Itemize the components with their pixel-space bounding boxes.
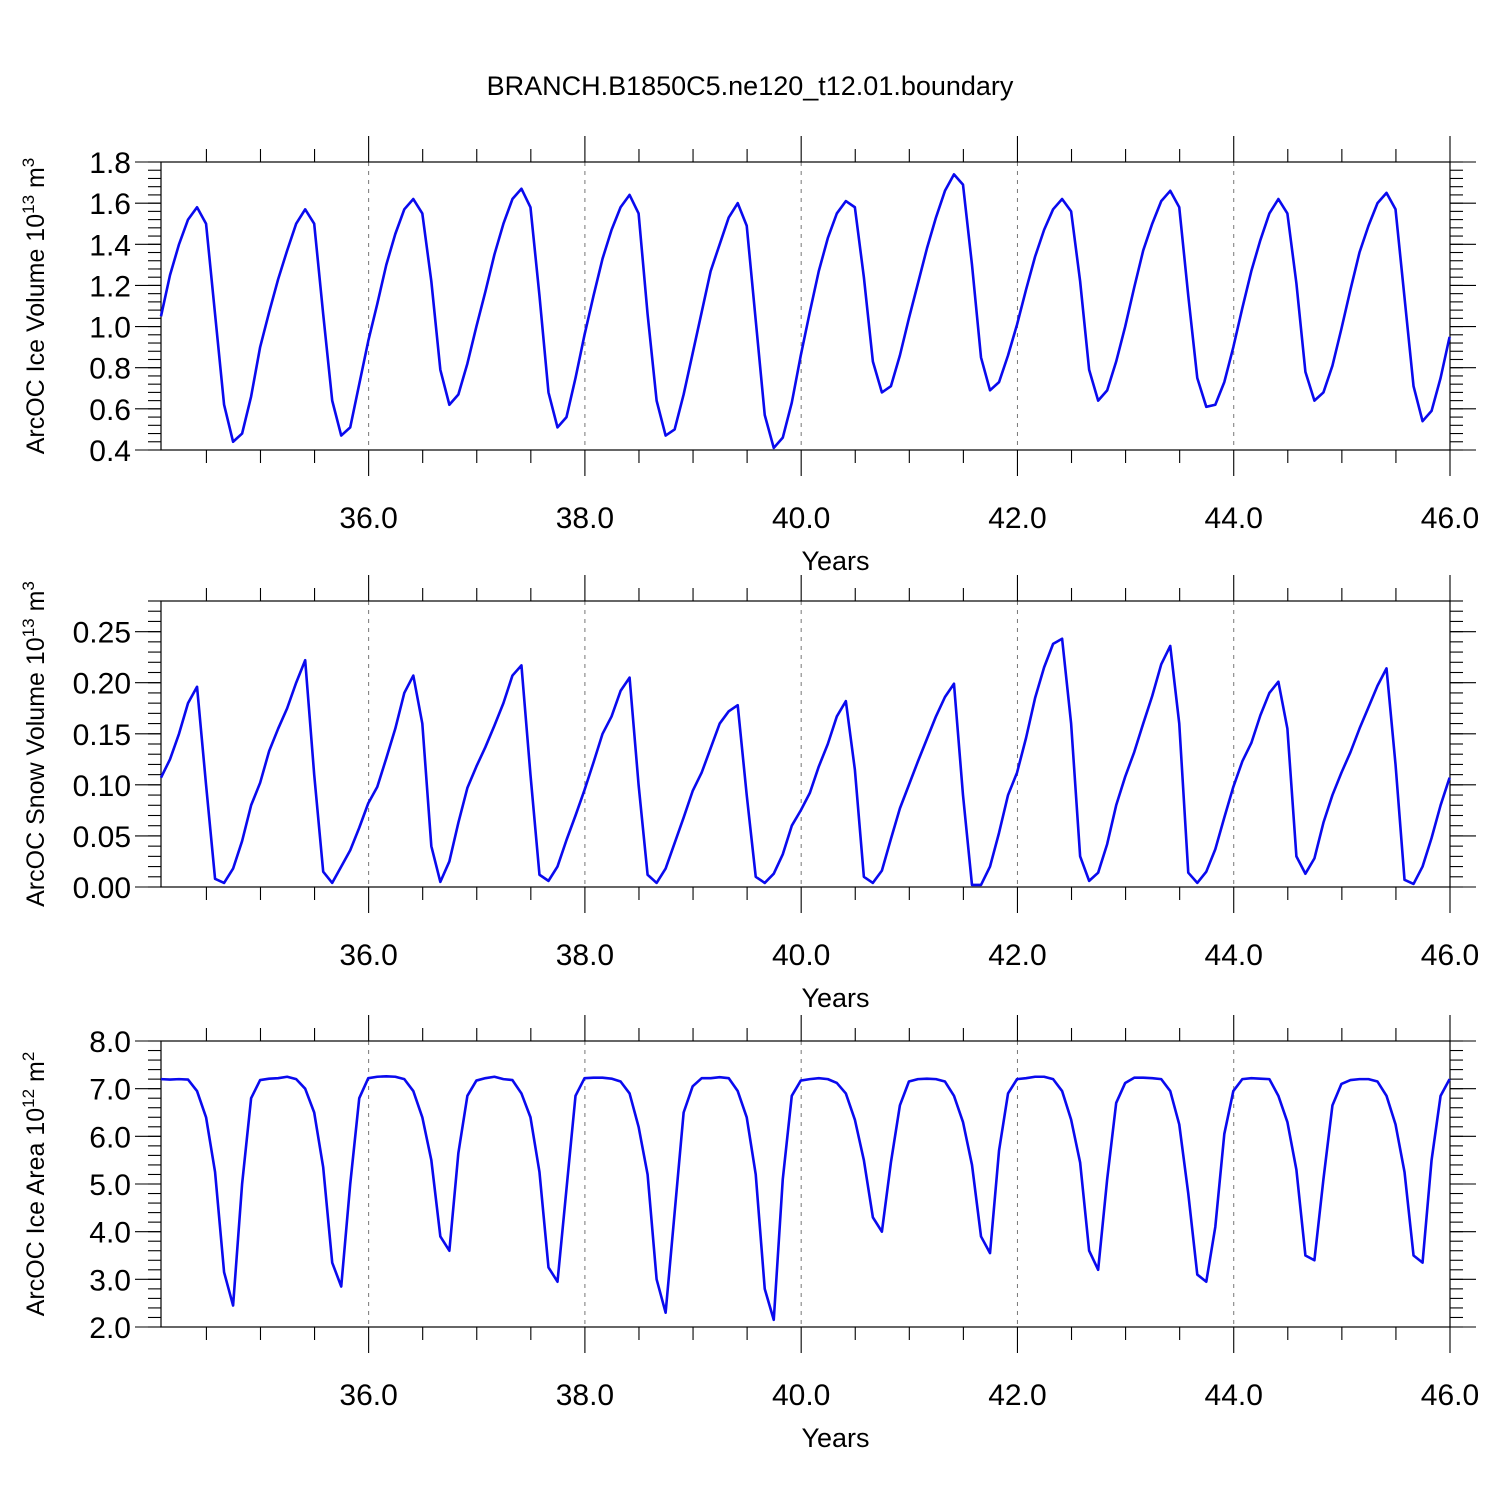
y-axis-label: ArcOC Ice Area 1012 m2: [19, 1052, 50, 1317]
panel-1: 36.0 38.0 40.0 42.0 44.0 46.0 Years 0.4 0.6 0.8 1.…: [19, 136, 1479, 576]
y-tick-label: 1.6: [89, 188, 131, 221]
figure-title: BRANCH.B1850C5.ne120_t12.01.boundary: [487, 71, 1014, 101]
series-line: [159, 173, 1451, 450]
x-tick-label: 46.0: [1421, 502, 1479, 535]
y-tick-label: 7.0: [89, 1074, 131, 1107]
x-tick-label: 38.0: [556, 939, 614, 972]
y-tick-label: 0.15: [73, 719, 131, 752]
x-tick-label: 38.0: [556, 502, 614, 535]
y-axis-label: ArcOC Snow Volume 1013 m3: [19, 581, 50, 907]
y-tick-label: 0.05: [73, 821, 131, 854]
x-axis-label: Years: [801, 1423, 869, 1453]
y-tick-label: 0.4: [89, 435, 131, 468]
y-tick-label: 1.4: [89, 229, 131, 262]
series-line: [159, 637, 1451, 887]
y-tick-label: 1.8: [89, 147, 131, 180]
x-tick-label: 46.0: [1421, 939, 1479, 972]
plot-frame: [160, 1040, 1451, 1328]
panel-3: 36.0 38.0 40.0 42.0 44.0 46.0 Years 2.0 3.0 4.0 5.…: [19, 1015, 1479, 1453]
x-tick-label: 40.0: [772, 502, 830, 535]
x-tick-label: 44.0: [1205, 502, 1263, 535]
y-tick-label: 0.20: [73, 668, 131, 701]
y-tick-label: 0.8: [89, 353, 131, 386]
y-tick-label: 0.00: [73, 872, 131, 905]
plot-frame: [160, 600, 1451, 888]
plot-frame: [160, 161, 1451, 451]
x-tick-label: 36.0: [339, 502, 397, 535]
y-axis-label: ArcOC Ice Volume 1013 m3: [19, 158, 50, 455]
y-tick-label: 1.0: [89, 312, 131, 345]
x-tick-label: 44.0: [1205, 1379, 1263, 1412]
y-tick-label: 2.0: [89, 1312, 131, 1345]
x-tick-label: 40.0: [772, 939, 830, 972]
x-tick-label: 44.0: [1205, 939, 1263, 972]
x-tick-label: 36.0: [339, 1379, 397, 1412]
panels: 36.0 38.0 40.0 42.0 44.0 46.0 Years 0.4 0.6 0.8 1.…: [19, 136, 1479, 1453]
x-tick-label: 42.0: [988, 939, 1046, 972]
x-tick-label: 38.0: [556, 1379, 614, 1412]
x-tick-label: 40.0: [772, 1379, 830, 1412]
y-tick-label: 0.25: [73, 617, 131, 650]
y-tick-label: 0.6: [89, 394, 131, 427]
y-tick-label: 4.0: [89, 1217, 131, 1250]
x-axis-label: Years: [801, 983, 869, 1013]
x-tick-label: 42.0: [988, 1379, 1046, 1412]
x-axis-label: Years: [801, 546, 869, 576]
panel-2: 36.0 38.0 40.0 42.0 44.0 46.0 Years 0.00 0.05 0.1…: [19, 575, 1479, 1013]
y-tick-label: 5.0: [89, 1169, 131, 1202]
x-tick-label: 42.0: [988, 502, 1046, 535]
y-tick-label: 1.2: [89, 270, 131, 303]
y-tick-label: 6.0: [89, 1121, 131, 1154]
x-tick-label: 36.0: [339, 939, 397, 972]
series-line: [160, 1074, 1451, 1322]
y-tick-label: 3.0: [89, 1264, 131, 1297]
y-tick-label: 0.10: [73, 770, 131, 803]
x-tick-label: 46.0: [1421, 1379, 1479, 1412]
y-tick-label: 8.0: [89, 1026, 131, 1059]
